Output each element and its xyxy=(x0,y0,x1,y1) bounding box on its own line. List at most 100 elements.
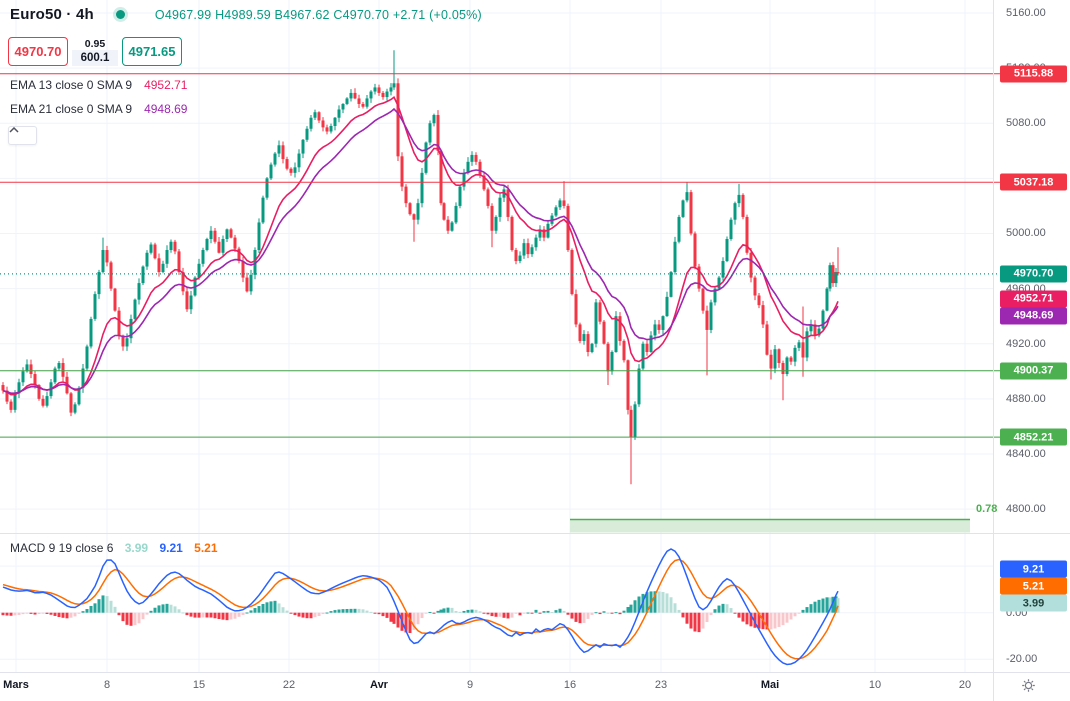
price-badge[interactable]: 4852.21 xyxy=(1000,428,1067,446)
candle xyxy=(641,343,645,369)
candle xyxy=(542,229,546,238)
candle xyxy=(161,263,165,273)
price-badge[interactable]: 4970.70 xyxy=(1000,265,1067,283)
candle xyxy=(69,393,73,413)
candle xyxy=(689,192,693,234)
macd-legend[interactable]: MACD 9 19 close 6 3.99 9.21 5.21 xyxy=(10,541,218,555)
candle xyxy=(113,288,117,311)
price-axis-label: 5000.00 xyxy=(1006,227,1046,240)
candle xyxy=(209,230,213,239)
position-box[interactable] xyxy=(570,518,970,533)
collapse-legend-button[interactable] xyxy=(8,126,37,145)
price-badge[interactable]: 4952.71 xyxy=(1000,290,1067,308)
candle xyxy=(769,354,773,369)
candle xyxy=(217,241,221,253)
candle xyxy=(554,207,558,216)
candle xyxy=(450,222,454,231)
candle xyxy=(522,243,526,256)
candle xyxy=(337,109,341,118)
price-badge[interactable]: 4948.69 xyxy=(1000,307,1067,325)
candle xyxy=(526,243,530,255)
candle xyxy=(25,364,29,372)
candle xyxy=(385,91,389,98)
candle xyxy=(633,404,637,438)
candle xyxy=(77,387,81,405)
candle xyxy=(446,219,450,231)
symbol-title[interactable]: Euro50 · 4h xyxy=(10,6,94,23)
candle xyxy=(173,241,177,252)
ema21-value: 4948.69 xyxy=(144,102,188,116)
candle xyxy=(474,154,478,162)
candle xyxy=(622,340,626,361)
candle xyxy=(713,288,717,303)
macd-badge[interactable]: 5.21 xyxy=(1000,577,1067,595)
candle xyxy=(697,266,701,289)
candle xyxy=(5,390,9,402)
candle xyxy=(610,351,614,372)
candle xyxy=(789,357,793,362)
candle xyxy=(813,324,817,336)
candle xyxy=(389,87,393,92)
candle xyxy=(657,324,661,330)
candle xyxy=(466,161,470,173)
lot-size-value[interactable]: 600.1 xyxy=(72,50,118,66)
candle xyxy=(201,250,205,264)
candle xyxy=(498,197,502,217)
candle xyxy=(681,200,685,217)
buy-button[interactable]: 4971.65 xyxy=(122,37,182,66)
candle xyxy=(737,194,741,204)
candle xyxy=(765,324,769,355)
macd-badge[interactable]: 3.99 xyxy=(1000,594,1067,612)
candle xyxy=(598,302,602,322)
candle xyxy=(53,368,57,383)
candle xyxy=(121,335,125,347)
macd-badge[interactable]: 9.21 xyxy=(1000,560,1067,578)
spread-widget: 0.95 600.1 xyxy=(72,37,118,66)
price-axis-label: 4920.00 xyxy=(1006,337,1046,350)
price-badge[interactable]: 5115.88 xyxy=(1000,65,1067,83)
candle xyxy=(125,338,129,347)
price-badge[interactable]: 4900.37 xyxy=(1000,362,1067,380)
price-badge[interactable]: 5037.18 xyxy=(1000,173,1067,191)
candle xyxy=(57,363,61,369)
candle xyxy=(369,91,373,99)
candle xyxy=(534,237,538,248)
candle xyxy=(305,128,309,140)
candle xyxy=(436,114,440,151)
candle xyxy=(741,194,745,217)
candle xyxy=(257,222,261,251)
macd-signal-value: 5.21 xyxy=(194,541,218,555)
ema13-legend[interactable]: EMA 13 close 0 SMA 9 4952.71 xyxy=(10,78,187,92)
candle xyxy=(470,154,474,162)
candle xyxy=(614,316,618,352)
macd-signal-line xyxy=(2,558,839,660)
candle xyxy=(836,272,840,274)
gear-icon[interactable] xyxy=(1021,678,1041,698)
candle xyxy=(574,294,578,325)
candle xyxy=(432,114,436,124)
candle xyxy=(626,360,630,410)
candle xyxy=(309,117,313,129)
candle xyxy=(530,247,534,255)
ema21-legend[interactable]: EMA 21 close 0 SMA 9 4948.69 xyxy=(10,102,187,116)
candle xyxy=(661,316,665,330)
candle xyxy=(693,233,697,267)
sell-button[interactable]: 4970.70 xyxy=(8,37,68,66)
candle xyxy=(725,238,729,262)
candle xyxy=(297,153,301,168)
macd-hist-value: 3.99 xyxy=(124,541,149,555)
candle xyxy=(486,189,490,206)
candle xyxy=(677,216,681,242)
candle xyxy=(145,252,149,267)
time-axis-label: 20 xyxy=(958,679,972,691)
candle xyxy=(325,127,329,132)
candle xyxy=(81,368,85,388)
candle xyxy=(85,346,89,369)
candle xyxy=(801,342,805,358)
candle xyxy=(629,409,633,438)
candle xyxy=(454,205,458,223)
candle xyxy=(514,250,518,262)
candle xyxy=(785,357,789,375)
candle xyxy=(213,230,217,242)
ohlc-values: O4967.99 H4989.59 B4967.62 C4970.70 +2.7… xyxy=(154,7,482,22)
